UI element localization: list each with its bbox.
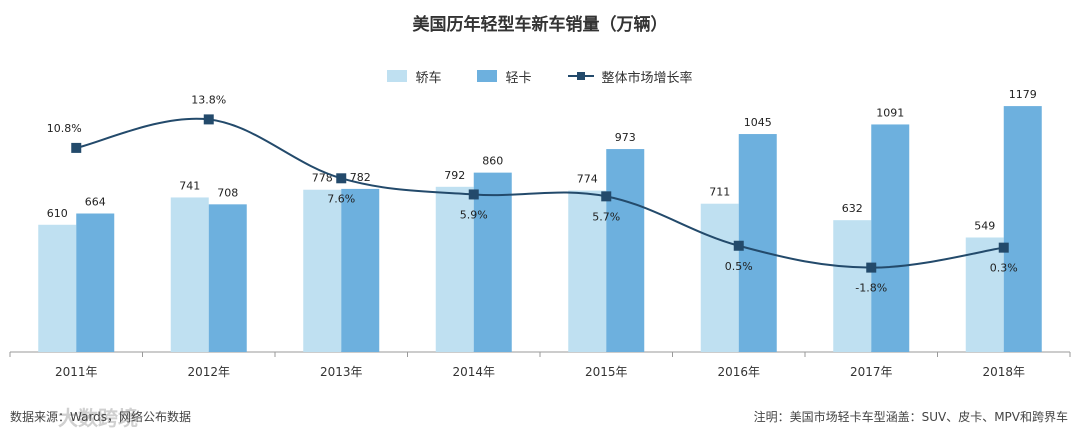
chart-title: 美国历年轻型车新车销量（万辆） (412, 15, 668, 35)
bar-light-truck (341, 188, 380, 352)
x-tick-label: 2018年 (982, 365, 1025, 379)
bar-sedan (435, 186, 474, 352)
bar-label-sedan: 778 (312, 172, 333, 185)
bar-light-truck (208, 204, 247, 352)
growth-rate-marker (998, 242, 1009, 253)
bar-sedan (568, 190, 607, 352)
bar-label-sedan: 711 (709, 186, 730, 199)
bar-label-sedan: 741 (179, 179, 200, 192)
bar-light-truck (76, 213, 115, 352)
growth-rate-marker (601, 191, 612, 202)
bar-label-light-truck: 664 (85, 196, 106, 209)
x-tick-label: 2012年 (187, 365, 230, 379)
bar-label-sedan: 610 (47, 207, 68, 220)
bar-light-truck (871, 124, 910, 352)
growth-rate-marker (866, 262, 877, 273)
growth-rate-marker (336, 173, 347, 184)
legend-item-growth-rate: 整体市场增长率 (567, 67, 693, 86)
bar-sedan (833, 220, 872, 352)
legend-label-sedan: 轿车 (415, 70, 442, 86)
bar-label-light-truck: 1179 (1009, 88, 1037, 101)
growth-rate-label: 5.9% (460, 208, 488, 221)
growth-rate-label: 7.6% (327, 192, 355, 205)
bar-label-light-truck: 782 (350, 171, 371, 184)
x-tick-label: 2017年 (850, 365, 893, 379)
growth-rate-label: 0.5% (725, 260, 753, 273)
growth-rate-label: 5.7% (592, 210, 620, 223)
x-tick-label: 2015年 (585, 365, 628, 379)
bar-light-truck (473, 172, 512, 352)
legend-swatch-growth-rate (567, 70, 594, 82)
legend-swatch-sedan (387, 70, 408, 82)
bar-label-sedan: 774 (577, 173, 598, 186)
bar-sedan (170, 197, 209, 352)
growth-rate-label: 13.8% (191, 93, 226, 106)
bar-label-sedan: 792 (444, 169, 465, 182)
data-source-text: 数据来源：Wards，网络公布数据 (10, 410, 192, 424)
bar-label-light-truck: 1091 (876, 106, 904, 119)
bar-label-light-truck: 860 (482, 155, 503, 168)
bar-label-sedan: 632 (842, 202, 863, 215)
bar-light-truck (738, 134, 777, 352)
legend-item-light-truck: 轻卡 (477, 67, 532, 86)
bar-light-truck (606, 149, 645, 352)
footnote-text: 注明：美国市场轻卡车型涵盖：SUV、皮卡、MPV和跨界车 (753, 410, 1068, 424)
bar-sedan (303, 189, 342, 352)
growth-rate-marker (468, 189, 479, 200)
watermark-text: 大数跨境 (58, 406, 138, 430)
growth-rate-line (76, 117, 1004, 269)
growth-rate-label: -1.8% (855, 282, 887, 295)
x-tick-label: 2016年 (717, 365, 760, 379)
bar-label-light-truck: 1045 (744, 116, 772, 129)
bar-label-sedan: 549 (974, 219, 995, 232)
x-tick-label: 2014年 (452, 365, 495, 379)
legend-label-growth-rate: 整体市场增长率 (601, 70, 693, 86)
growth-rate-marker (71, 142, 82, 153)
bar-label-light-truck: 973 (615, 131, 636, 144)
x-tick-label: 2013年 (320, 365, 363, 379)
chart-legend: 轿车 轻卡 整体市场增长率 (0, 66, 1080, 86)
bar-sedan (38, 224, 77, 352)
bar-label-light-truck: 708 (217, 186, 238, 199)
legend-swatch-light-truck (477, 70, 498, 82)
growth-rate-marker (203, 114, 214, 125)
growth-rate-label: 10.8% (47, 122, 82, 135)
x-tick-label: 2011年 (55, 365, 98, 379)
growth-rate-label: 0.3% (990, 262, 1018, 275)
growth-rate-marker (733, 240, 744, 251)
legend-item-sedan: 轿车 (387, 67, 441, 86)
bar-sedan (965, 237, 1004, 352)
legend-label-light-truck: 轻卡 (505, 70, 532, 86)
bar-light-truck (1003, 106, 1042, 352)
bar-sedan (700, 203, 739, 352)
